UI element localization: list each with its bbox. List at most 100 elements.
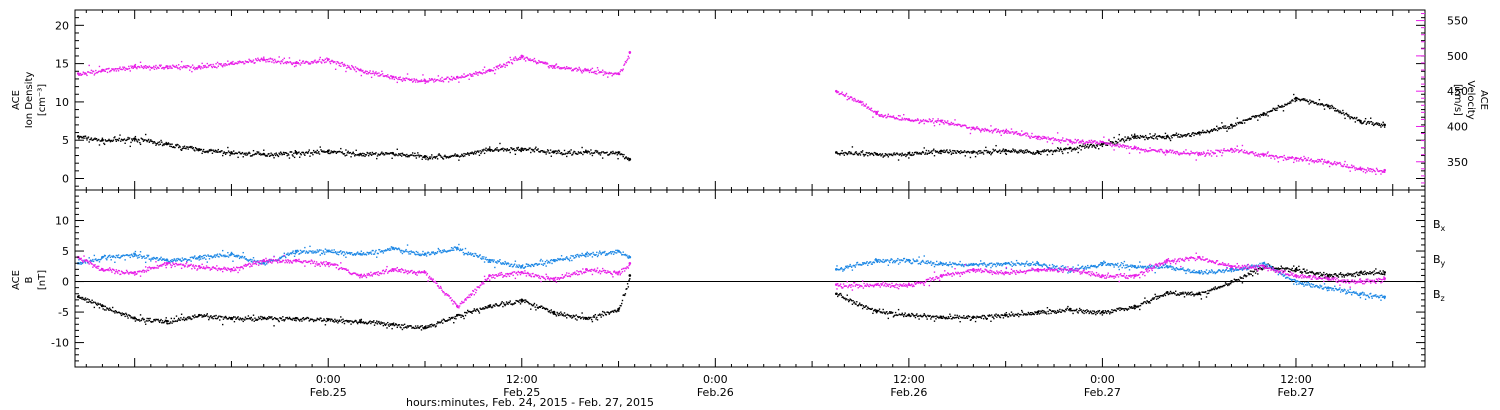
bottom-bx-sample xyxy=(999,316,1001,318)
top-velocity-sample xyxy=(851,99,854,101)
top-density-sample xyxy=(132,138,134,140)
top-velocity-sample xyxy=(1141,149,1143,151)
top-right-ylabel-2: Velocity xyxy=(1465,80,1476,119)
bottom-bx-sample xyxy=(926,318,928,320)
bottom-bx-sample xyxy=(337,320,340,323)
bottom-bx-sample xyxy=(1337,274,1339,277)
bottom-by-sample xyxy=(190,260,192,262)
top-density-sample xyxy=(1149,133,1151,135)
top-velocity-sample xyxy=(861,101,864,103)
bottom-bx-sample xyxy=(614,309,616,312)
top-density-sample xyxy=(865,151,868,154)
top-velocity-sample xyxy=(927,121,929,123)
top-density-sample xyxy=(1057,147,1060,150)
bottom-bx-sample xyxy=(1151,298,1153,300)
bottom-bx-sample xyxy=(1356,271,1358,273)
bottom-bx-sample xyxy=(508,301,511,304)
bottom-bx-sample xyxy=(214,317,217,320)
bottom-bx-sample xyxy=(1048,309,1051,311)
bottom-bx-sample xyxy=(138,318,140,321)
bottom-bx-sample xyxy=(178,319,181,321)
top-velocity-sample xyxy=(1168,151,1170,153)
bottom-bx-sample xyxy=(460,316,462,318)
top-density-sample xyxy=(952,149,954,152)
top-density-sample xyxy=(251,155,253,157)
top-velocity-sample xyxy=(923,122,925,125)
bottom-bx-sample xyxy=(625,288,627,290)
top-velocity-sample xyxy=(958,123,961,126)
bottom-bx-sample xyxy=(557,313,559,315)
top-velocity-sample xyxy=(1286,158,1288,161)
top-density-sample xyxy=(466,152,469,154)
top-density-sample xyxy=(206,150,208,152)
bottom-bx-sample xyxy=(419,326,421,328)
top-density-sample xyxy=(323,151,326,153)
top-velocity-sample xyxy=(1254,152,1257,154)
bottom-bx-sample xyxy=(196,316,198,318)
bottom-bx-sample xyxy=(507,303,509,305)
top-velocity-sample xyxy=(520,57,522,59)
top-velocity-sample xyxy=(1267,151,1269,153)
bottom-bx-sample xyxy=(1287,267,1289,270)
top-velocity-sample xyxy=(445,78,448,80)
top-density-sample xyxy=(268,155,271,157)
top-density-sample xyxy=(88,141,90,143)
top-density-sample xyxy=(1246,119,1249,121)
top-density-sample xyxy=(300,153,302,156)
top-density-sample xyxy=(1012,148,1014,150)
bottom-bx-sample xyxy=(416,327,418,329)
bottom-bx-sample xyxy=(1293,269,1296,272)
top-velocity-sample xyxy=(390,75,393,77)
bottom-bx-sample xyxy=(128,314,131,317)
top-density-sample xyxy=(960,151,963,154)
top-velocity-sample xyxy=(258,59,261,62)
bottom-bx-sample xyxy=(1260,268,1262,270)
bottom-bx-sample xyxy=(886,311,888,313)
bottom-bx-sample xyxy=(265,318,267,320)
top-density-sample xyxy=(582,151,585,153)
top-density-sample xyxy=(938,150,941,153)
top-density-sample xyxy=(462,155,464,158)
top-velocity-sample xyxy=(1054,138,1057,140)
top-density-sample xyxy=(1161,135,1164,138)
bottom-bx-sample xyxy=(1014,313,1016,316)
top-density-sample xyxy=(856,153,859,156)
bottom-bx-sample xyxy=(314,319,316,322)
top-density-sample xyxy=(119,134,121,136)
top-velocity-sample xyxy=(894,117,897,120)
bottom-bx-sample xyxy=(354,319,357,322)
top-density-sample xyxy=(920,153,923,155)
top-velocity-sample xyxy=(304,61,307,63)
bottom-bx-sample xyxy=(462,315,464,318)
bottom-bx-sample xyxy=(949,313,951,315)
bottom-bx-sample xyxy=(559,314,561,316)
top-velocity-sample xyxy=(301,60,304,63)
top-velocity-sample xyxy=(1038,135,1041,138)
top-velocity-sample xyxy=(151,67,153,69)
top-density-sample xyxy=(326,151,328,153)
top-density-sample xyxy=(579,151,582,153)
top-density-sample xyxy=(158,144,160,146)
top-density-sample xyxy=(109,140,112,143)
top-velocity-sample xyxy=(498,64,500,67)
bottom-bx-sample xyxy=(989,315,991,317)
top-density-sample xyxy=(991,151,994,154)
bottom-by-sample xyxy=(109,254,111,257)
top-velocity-sample xyxy=(1163,152,1165,154)
bottom-bx-sample xyxy=(254,317,256,319)
top-density-sample xyxy=(330,150,332,152)
top-velocity-sample xyxy=(404,79,407,82)
bottom-bx-sample xyxy=(879,311,881,313)
bottom-bx-sample xyxy=(326,320,329,322)
top-velocity-sample xyxy=(139,61,142,63)
top-density-sample xyxy=(1075,148,1077,150)
top-density-sample xyxy=(296,152,299,154)
bottom-by-sample xyxy=(109,256,112,259)
top-density-sample xyxy=(279,153,281,156)
bottom-bx-sample xyxy=(289,317,291,320)
top-velocity-sample xyxy=(1317,158,1319,161)
bottom-bx-sample xyxy=(1350,273,1352,275)
top-density-sample xyxy=(1269,110,1271,113)
top-density-sample xyxy=(1361,122,1363,125)
bottom-bx-sample xyxy=(175,320,177,322)
